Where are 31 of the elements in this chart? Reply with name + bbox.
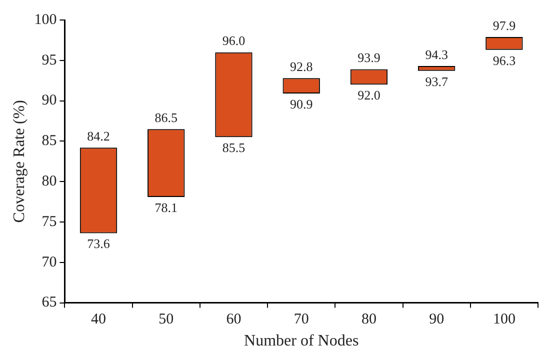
y-tick-label: 80: [42, 174, 57, 190]
x-tick-label: 40: [91, 312, 106, 328]
annotation: 93.7: [425, 74, 448, 89]
y-tick-label: 100: [34, 12, 57, 28]
annotation: 93.9: [358, 50, 380, 66]
annotation: 96.3: [492, 52, 516, 68]
annotation: 73.6: [87, 236, 110, 252]
annotation: 86.5: [154, 110, 178, 125]
y-tick-label: 95: [42, 52, 57, 68]
x-tick-label: 80: [361, 312, 376, 328]
y-tick-label: 70: [42, 254, 57, 270]
y-tick-label: 85: [42, 133, 57, 150]
y-tick-label: 90: [42, 92, 57, 109]
annotation: 85.5: [222, 140, 246, 156]
x-tick-label: 70: [294, 312, 309, 328]
annotation: 97.9: [492, 18, 516, 33]
annotation: 90.9: [290, 96, 313, 112]
y-tick-label: 65: [42, 294, 57, 311]
x-tick-label: 50: [158, 312, 174, 328]
annotation: 94.3: [425, 46, 448, 62]
annotation: 78.1: [154, 200, 178, 215]
y-axis-title: Coverage Rate (%): [10, 100, 28, 223]
x-tick-label: 60: [226, 312, 242, 328]
x-tick-label: 90: [429, 312, 444, 328]
x-tick-label: 100: [492, 312, 516, 328]
annotation: 96.0: [222, 33, 246, 48]
y-tick-label: 75: [42, 214, 57, 230]
annotation: 92.0: [358, 88, 380, 103]
x-axis-title: Number of Nodes: [244, 332, 359, 350]
annotation: 92.8: [290, 59, 313, 74]
annotation: 84.2: [87, 128, 110, 144]
